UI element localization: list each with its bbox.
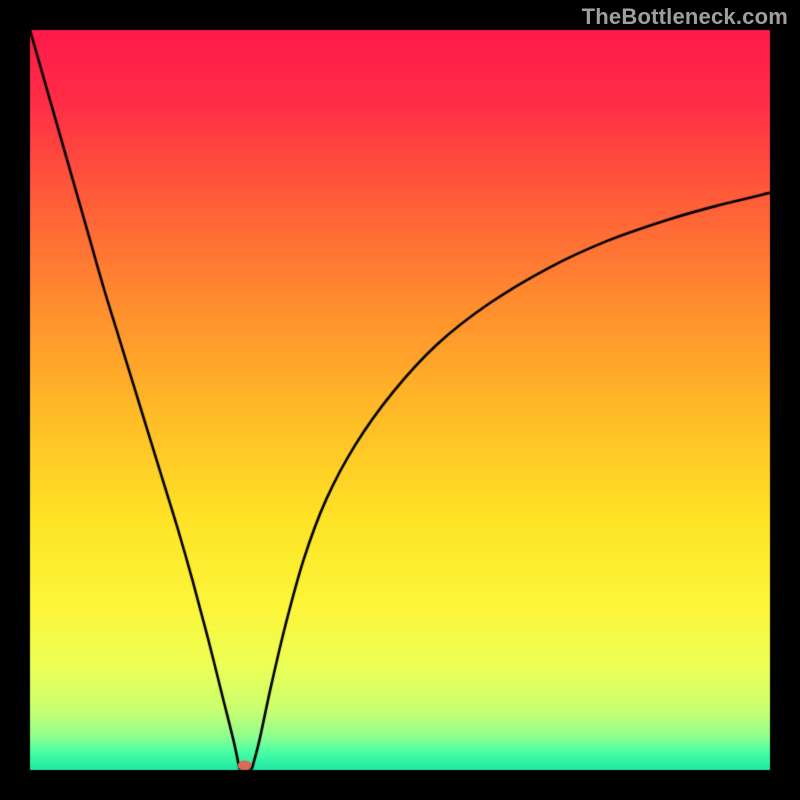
chart-container: TheBottleneck.com [0,0,800,800]
bottleneck-chart-canvas [0,0,800,800]
watermark-text: TheBottleneck.com [582,4,788,30]
